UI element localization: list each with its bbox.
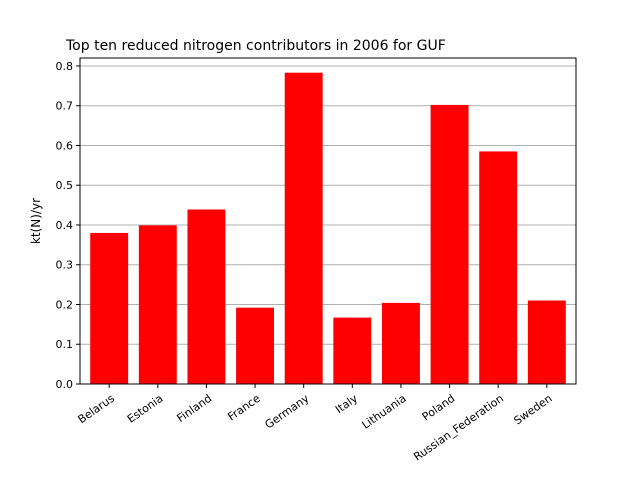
bar-poland xyxy=(430,104,469,384)
bar-germany xyxy=(284,72,323,385)
y-tick-label: 0.2 xyxy=(56,298,74,311)
bar-belarus xyxy=(90,232,129,384)
y-tick-label: 0.0 xyxy=(56,378,74,391)
y-tick-label: 0.5 xyxy=(56,179,74,192)
y-tick-label: 0.6 xyxy=(56,139,74,152)
bar-france xyxy=(236,307,275,384)
y-tick-label: 0.7 xyxy=(56,100,74,113)
y-axis: 0.0 0.1 0.2 0.3 0.4 0.5 0.6 0.7 0.8 xyxy=(56,60,80,391)
y-axis-label: kt(N)/yr xyxy=(29,198,43,244)
y-tick-label: 0.1 xyxy=(56,338,74,351)
plot-frame xyxy=(79,57,577,385)
y-tick-label: 0.4 xyxy=(56,219,74,232)
bar-estonia xyxy=(138,225,177,384)
bar-russian-federation xyxy=(479,151,518,384)
bar-lithuania xyxy=(381,302,420,384)
y-tick-label: 0.3 xyxy=(56,259,74,272)
bar-sweden xyxy=(527,300,566,384)
bar-finland xyxy=(187,209,226,384)
y-tick-label: 0.8 xyxy=(56,60,74,73)
bar-series xyxy=(90,72,566,385)
chart-title: Top ten reduced nitrogen contributors in… xyxy=(65,38,446,54)
bar-italy xyxy=(333,317,372,384)
